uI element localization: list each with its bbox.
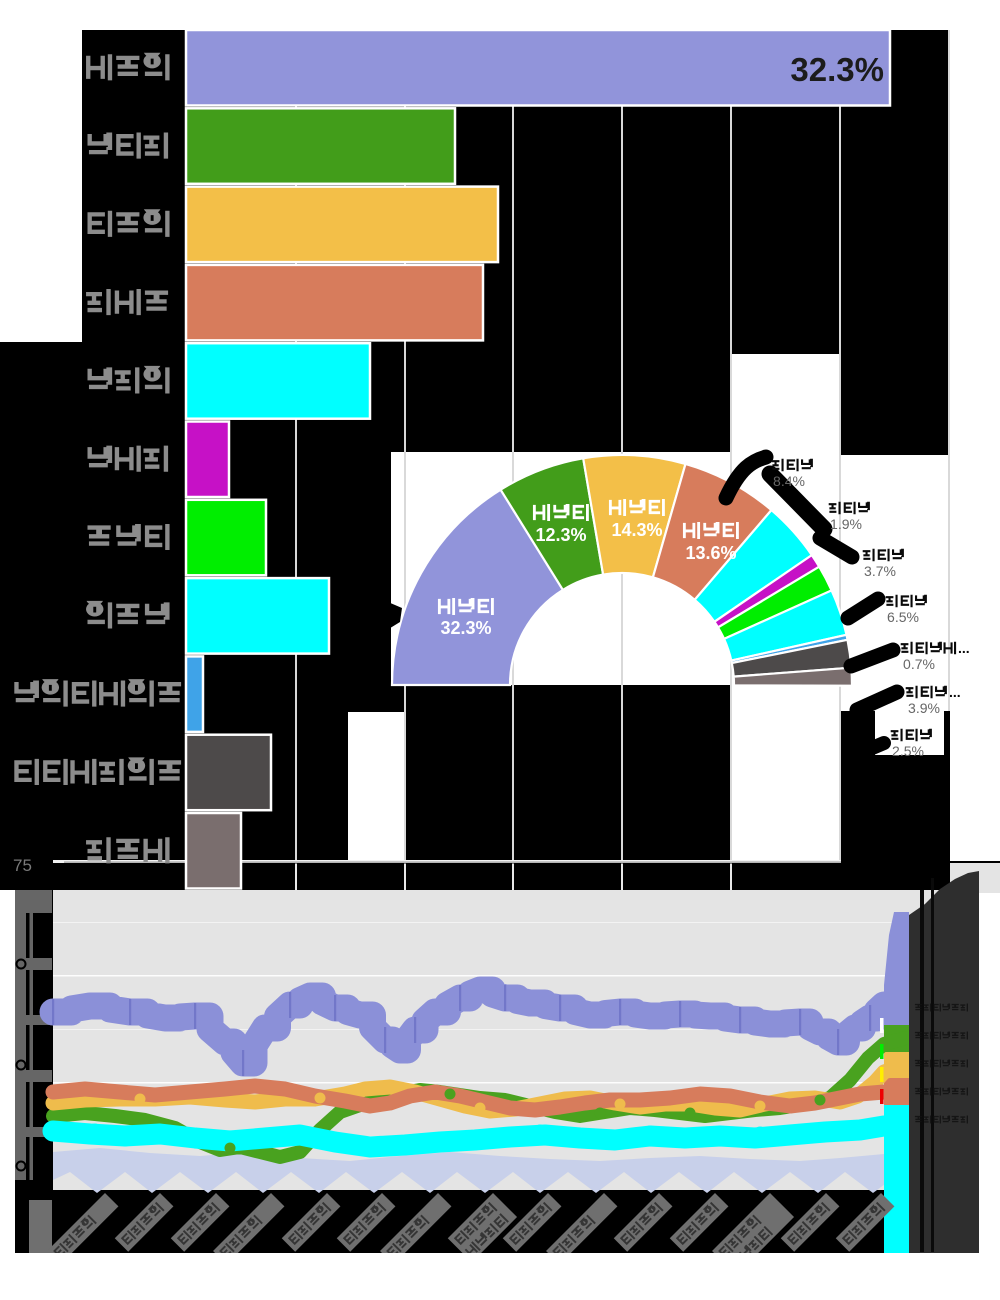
svg-text:13.6%: 13.6% [685, 543, 736, 563]
svg-text:8.4%: 8.4% [773, 473, 805, 489]
svg-text:75: 75 [13, 856, 32, 875]
svg-text:6.5%: 6.5% [887, 609, 919, 625]
svg-text:3.9%: 3.9% [908, 700, 940, 716]
svg-text:32.3%: 32.3% [440, 618, 491, 638]
svg-text:32.3%: 32.3% [790, 51, 884, 88]
svg-text:1.9%: 1.9% [830, 516, 862, 532]
svg-text:...: ... [949, 684, 961, 700]
svg-text:2.5%: 2.5% [892, 743, 924, 759]
svg-text:3.7%: 3.7% [864, 563, 896, 579]
svg-text:0.7%: 0.7% [903, 656, 935, 672]
svg-text:14.3%: 14.3% [611, 520, 662, 540]
svg-text:...: ... [958, 640, 970, 656]
svg-text:12.3%: 12.3% [535, 525, 586, 545]
